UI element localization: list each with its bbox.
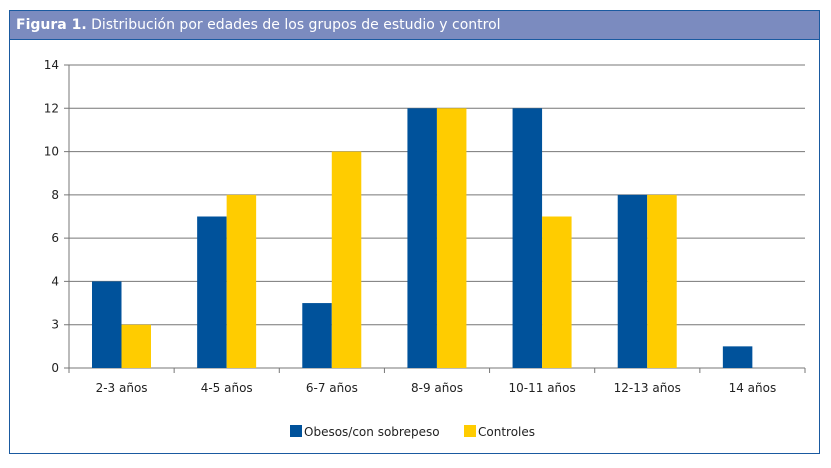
y-tick-label: 10	[44, 145, 59, 159]
bar-obesos	[617, 194, 648, 368]
figure-title: Distribución por edades de los grupos de…	[91, 17, 501, 33]
legend-swatch	[290, 425, 302, 437]
bar-obesos	[512, 108, 543, 369]
bar-obesos	[722, 346, 753, 368]
bar-obesos	[302, 303, 332, 368]
legend-swatch	[464, 425, 476, 437]
legend-label: Controles	[478, 425, 535, 439]
figure-frame: Figura 1. Distribución por edades de los…	[9, 10, 820, 454]
x-tick-label: 8-9 años	[411, 381, 463, 395]
y-tick-label: 0	[51, 361, 59, 375]
y-tick-label: 8	[51, 188, 59, 202]
y-tick-label: 14	[44, 58, 59, 72]
bar-controles	[436, 108, 467, 369]
bar-obesos	[92, 281, 122, 368]
x-tick-label: 10-11 años	[509, 381, 576, 395]
y-tick-label: 6	[51, 231, 59, 245]
y-tick-label: 12	[44, 101, 59, 115]
figure-title-bar: Figura 1. Distribución por edades de los…	[10, 11, 819, 40]
x-tick-label: 12-13 años	[614, 381, 681, 395]
y-tick-label: 4	[51, 274, 59, 288]
bar-obesos	[407, 108, 437, 369]
y-tick-label: 3	[51, 318, 59, 332]
x-tick-label: 6-7 años	[306, 381, 358, 395]
bar-controles	[647, 194, 677, 368]
bar-controles	[331, 151, 362, 368]
bar-controles	[542, 216, 572, 368]
legend-label: Obesos/con sobrepeso	[304, 425, 440, 439]
figure-label: Figura 1.	[16, 17, 87, 33]
x-tick-label: 4-5 años	[201, 381, 253, 395]
bar-controles	[226, 194, 257, 368]
x-tick-label: 2-3 años	[96, 381, 148, 395]
x-tick-label: 14 años	[729, 381, 777, 395]
bar-controles	[121, 324, 151, 368]
bar-obesos	[197, 216, 227, 368]
